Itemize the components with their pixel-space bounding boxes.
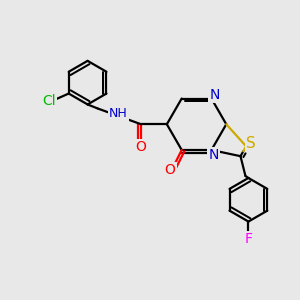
Text: O: O (136, 140, 146, 154)
Text: F: F (244, 232, 252, 246)
Text: N: N (209, 88, 220, 102)
Text: N: N (208, 148, 219, 162)
Text: NH: NH (109, 107, 128, 120)
Text: Cl: Cl (42, 94, 56, 109)
Text: O: O (164, 164, 175, 178)
Text: S: S (246, 136, 256, 151)
